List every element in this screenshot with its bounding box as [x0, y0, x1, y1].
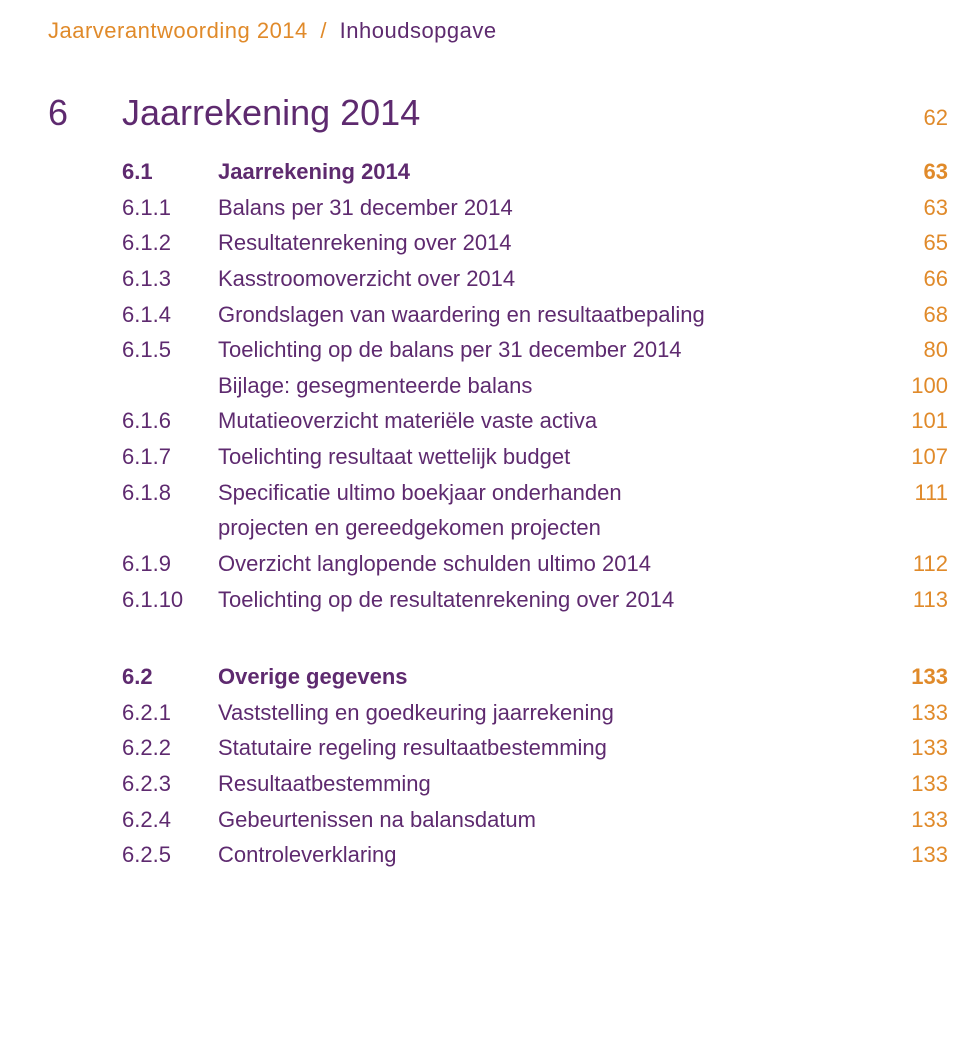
breadcrumb-part-2: Inhoudsopgave — [340, 18, 497, 43]
toc-entry-title: projecten en gereedgekomen projecten — [218, 510, 888, 546]
toc-entry-title: Toelichting op de balans per 31 december… — [218, 332, 888, 368]
chapter-title: Jaarrekening 2014 — [122, 92, 888, 134]
toc-entry: 6.2.2Statutaire regeling resultaatbestem… — [122, 730, 948, 766]
toc-entry-page: 133 — [888, 730, 948, 766]
toc-entry: 6.1.6Mutatieoverzicht materiële vaste ac… — [122, 403, 948, 439]
toc-entry-page: 100 — [888, 368, 948, 404]
toc-entry-title: Resultatenrekening over 2014 — [218, 225, 888, 261]
toc-entry-title: Specificatie ultimo boekjaar onderhanden — [218, 475, 888, 511]
toc-entry-title: Grondslagen van waardering en resultaatb… — [218, 297, 888, 333]
chapter-page: 62 — [888, 105, 948, 131]
toc-entry: 6.2.5Controleverklaring133 — [122, 837, 948, 873]
toc-entry-title: Vaststelling en goedkeuring jaarrekening — [218, 695, 888, 731]
toc-entry-number: 6.1.4 — [122, 297, 218, 333]
breadcrumb-part-1: Jaarverantwoording 2014 — [48, 18, 308, 43]
toc-entry-page: 133 — [888, 695, 948, 731]
toc-entry-page: 80 — [888, 332, 948, 368]
toc-entry-title: Balans per 31 december 2014 — [218, 190, 888, 226]
toc-entry-number: 6.1.7 — [122, 439, 218, 475]
toc-entry-page: 63 — [888, 190, 948, 226]
toc-entry-page: 133 — [888, 837, 948, 873]
toc-entry: 6.2.3Resultaatbestemming133 — [122, 766, 948, 802]
toc-entry-number: 6.1.3 — [122, 261, 218, 297]
toc-entry-number: 6.2.3 — [122, 766, 218, 802]
toc-section-1: 6.1Jaarrekening 201463 6.1.1Balans per 3… — [48, 154, 948, 617]
toc-entry-page: 107 — [888, 439, 948, 475]
toc-entry-title: Mutatieoverzicht materiële vaste activa — [218, 403, 888, 439]
toc-entry: 6.1.3Kasstroomoverzicht over 201466 — [122, 261, 948, 297]
toc-entry: 6.2.1Vaststelling en goedkeuring jaarrek… — [122, 695, 948, 731]
toc-entry-number: 6.1.2 — [122, 225, 218, 261]
toc-entry: Bijlage: gesegmenteerde balans100 — [122, 368, 948, 404]
toc-entry-number: 6.1.5 — [122, 332, 218, 368]
chapter-row: 6 Jaarrekening 2014 62 — [48, 92, 948, 134]
toc-section-header: 6.1Jaarrekening 201463 — [122, 154, 948, 190]
toc-entry-page: 111 — [888, 475, 948, 511]
toc-entry-number: 6.1.1 — [122, 190, 218, 226]
toc-entry-title: Controleverklaring — [218, 837, 888, 873]
toc-entry-title: Bijlage: gesegmenteerde balans — [218, 368, 888, 404]
toc-entry-number: 6.2 — [122, 659, 218, 695]
toc-entry: 6.1.7Toelichting resultaat wettelijk bud… — [122, 439, 948, 475]
toc-entry-number: 6.2.2 — [122, 730, 218, 766]
toc-entry-page: 101 — [888, 403, 948, 439]
toc-entry-page: 133 — [888, 659, 948, 695]
toc-entry-page: 113 — [888, 582, 948, 618]
toc-entry-title: Gebeurtenissen na balansdatum — [218, 802, 888, 838]
toc-entry-title: Overzicht langlopende schulden ultimo 20… — [218, 546, 888, 582]
toc-section-header: 6.2Overige gegevens133 — [122, 659, 948, 695]
toc-entry-page: 68 — [888, 297, 948, 333]
toc-entry-page: 133 — [888, 802, 948, 838]
toc-entry-title: Overige gegevens — [218, 659, 888, 695]
toc-entry-number: 6.2.4 — [122, 802, 218, 838]
toc-entry-page: 112 — [888, 546, 948, 582]
toc-entry-title: Kasstroomoverzicht over 2014 — [218, 261, 888, 297]
toc-entry-number: 6.1.8 — [122, 475, 218, 511]
toc-entry-page: 63 — [888, 154, 948, 190]
toc-entry-number: 6.2.1 — [122, 695, 218, 731]
toc-entry: 6.1.8Specificatie ultimo boekjaar onderh… — [122, 475, 948, 511]
toc-entry-number: 6.1.10 — [122, 582, 218, 618]
toc-entry: 6.1.10Toelichting op de resultatenrekeni… — [122, 582, 948, 618]
toc-entry-page: 66 — [888, 261, 948, 297]
toc-entry-title: Jaarrekening 2014 — [218, 154, 888, 190]
toc-entry-number: 6.1.6 — [122, 403, 218, 439]
toc-entry-page: 65 — [888, 225, 948, 261]
toc-entry: 6.1.5Toelichting op de balans per 31 dec… — [122, 332, 948, 368]
breadcrumb: Jaarverantwoording 2014 / Inhoudsopgave — [48, 18, 948, 44]
chapter-number: 6 — [48, 92, 122, 134]
toc-entry: 6.1.4Grondslagen van waardering en resul… — [122, 297, 948, 333]
toc-entry: 6.2.4Gebeurtenissen na balansdatum133 — [122, 802, 948, 838]
toc-entry-title: Statutaire regeling resultaatbestemming — [218, 730, 888, 766]
toc-entry-number: 6.2.5 — [122, 837, 218, 873]
toc-entry: 6.1.1Balans per 31 december 201463 — [122, 190, 948, 226]
toc-entry-title: Toelichting op de resultatenrekening ove… — [218, 582, 888, 618]
toc-entry-title: Toelichting resultaat wettelijk budget — [218, 439, 888, 475]
toc-entry: 6.1.9Overzicht langlopende schulden ulti… — [122, 546, 948, 582]
toc-entry-page: 133 — [888, 766, 948, 802]
toc-entry: projecten en gereedgekomen projecten — [122, 510, 948, 546]
toc-entry-title: Resultaatbestemming — [218, 766, 888, 802]
toc-entry: 6.1.2Resultatenrekening over 201465 — [122, 225, 948, 261]
toc-section-2: 6.2Overige gegevens133 6.2.1Vaststelling… — [48, 659, 948, 873]
breadcrumb-separator: / — [320, 18, 327, 43]
toc-entry-number: 6.1.9 — [122, 546, 218, 582]
toc-entry-number: 6.1 — [122, 154, 218, 190]
